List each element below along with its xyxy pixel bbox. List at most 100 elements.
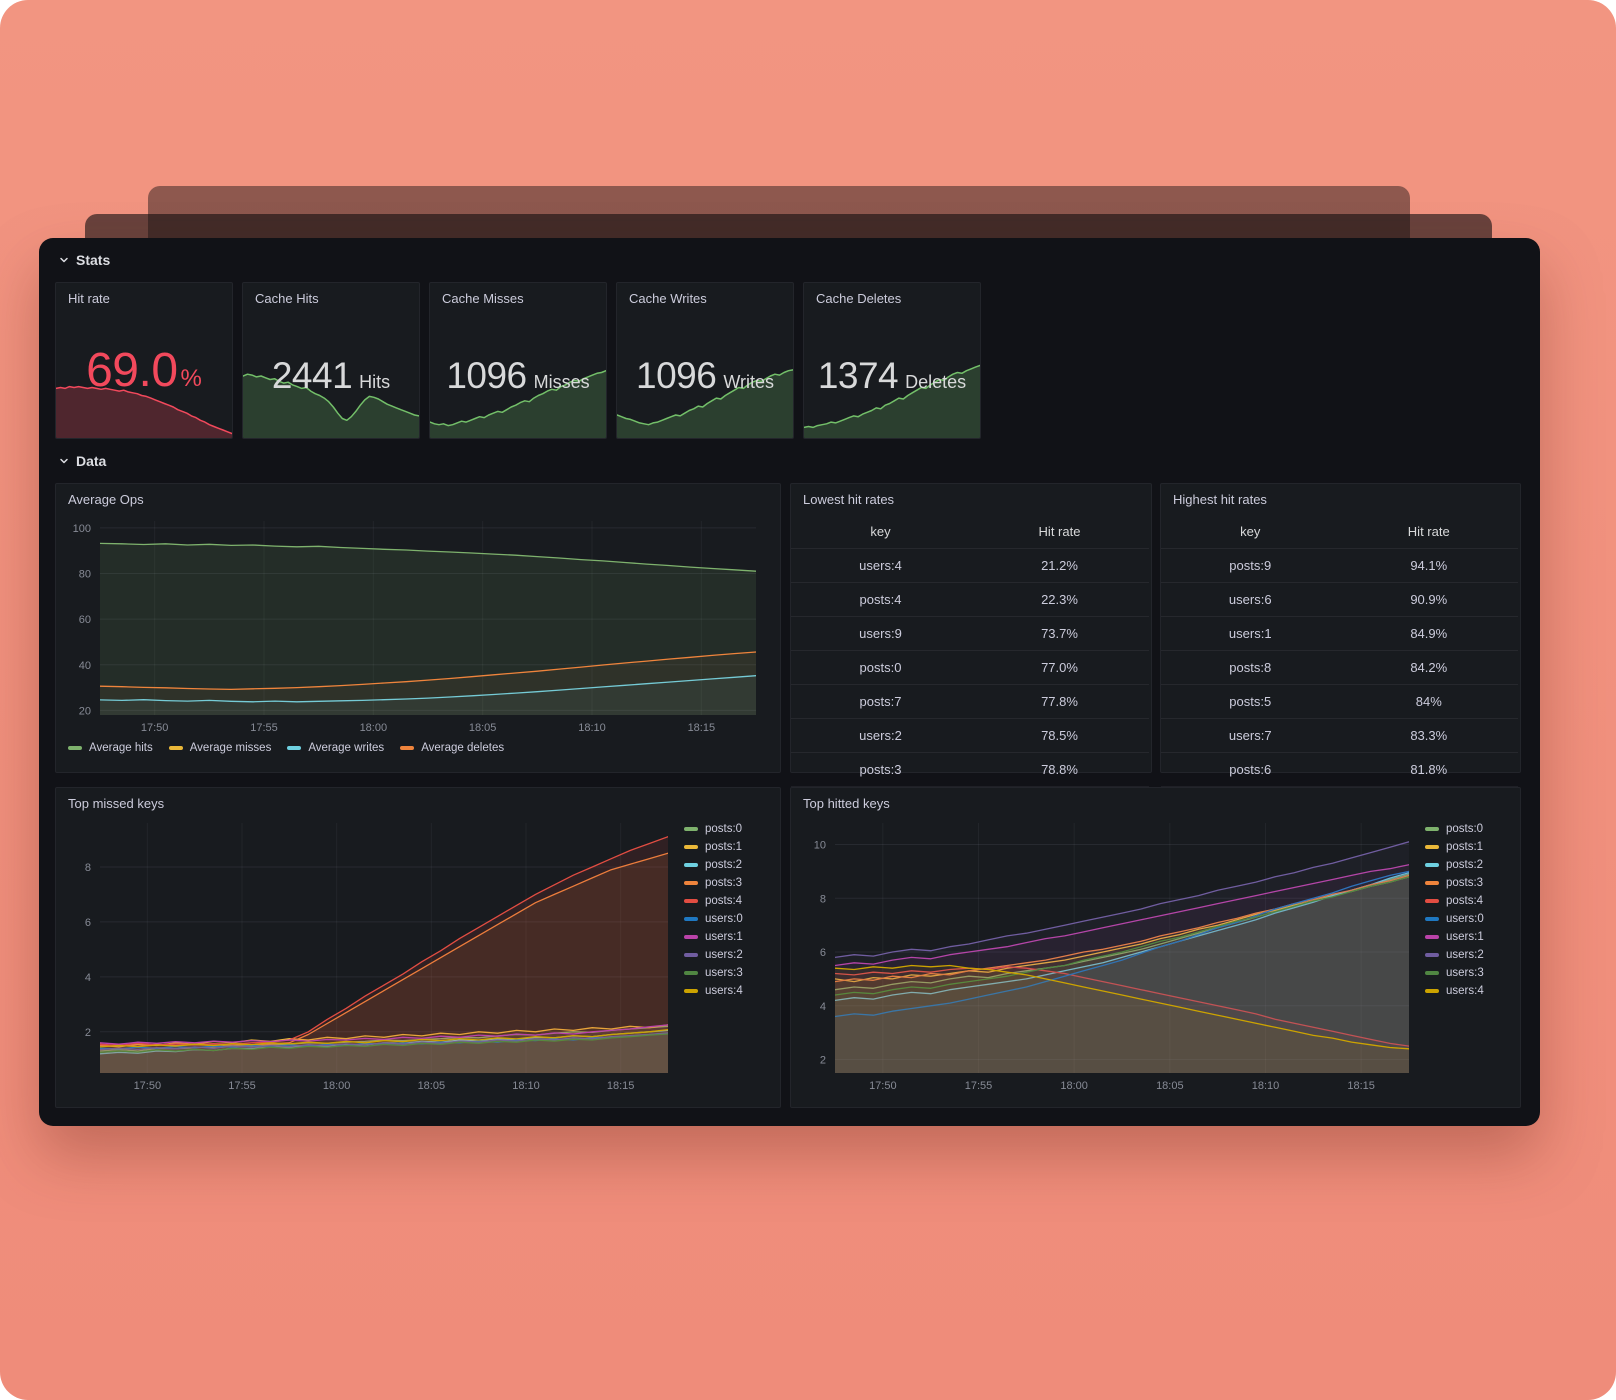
legend-item-posts-1[interactable]: posts:1 [1425,841,1509,853]
section-header-data[interactable]: Data [59,453,106,469]
legend-label: posts:2 [1446,859,1484,871]
legend-label: users:1 [1446,931,1484,943]
legend-item-posts-4[interactable]: posts:4 [684,895,768,907]
legend-item-users-2[interactable]: users:2 [1425,949,1509,961]
section-label: Stats [76,252,111,268]
svg-text:18:05: 18:05 [418,1080,446,1092]
table-row: users:9 73.7% [791,616,1149,651]
legend-item-users-1[interactable]: users:1 [1425,931,1509,943]
section-header-stats[interactable]: Stats [59,252,110,268]
legend-item-posts-2[interactable]: posts:2 [684,859,768,871]
legend-item-average-misses[interactable]: Average misses [168,742,272,754]
table-row: users:4 21.2% [791,548,1149,583]
legend-item-posts-1[interactable]: posts:1 [684,841,768,853]
column-header-key[interactable]: key [1161,515,1340,549]
legend-label: posts:0 [705,823,743,835]
legend-item-users-0[interactable]: users:0 [684,913,768,925]
svg-text:6: 6 [85,917,91,929]
svg-text:18:15: 18:15 [607,1080,635,1092]
svg-text:18:05: 18:05 [1156,1080,1184,1092]
legend-item-posts-4[interactable]: posts:4 [1425,895,1509,907]
panel-title[interactable]: Cache Misses [442,291,524,306]
panel-title[interactable]: Cache Writes [629,291,707,306]
panel-title[interactable]: Top hitted keys [803,796,890,811]
legend-item-users-2[interactable]: users:2 [684,949,768,961]
table-cell: users:4 [791,548,970,583]
column-header-key[interactable]: key [791,515,970,549]
panel-cache-misses: Cache Misses 1096 Misses [429,282,607,439]
column-header-hit-rate[interactable]: Hit rate [970,515,1149,549]
legend-item-posts-0[interactable]: posts:0 [684,823,768,835]
legend-item-users-4[interactable]: users:4 [684,985,768,997]
series-color-swatch [1425,971,1439,975]
panel-title[interactable]: Highest hit rates [1173,492,1267,507]
svg-text:18:10: 18:10 [512,1080,540,1092]
top-missed-keys-chart[interactable]: 2 4 6 8 17:50 17:55 18:00 18:05 18:10 18:15 [66,813,678,1095]
series-color-swatch [1425,863,1439,867]
panel-title[interactable]: Cache Hits [255,291,319,306]
legend-label: Average misses [189,742,272,754]
legend-item-users-3[interactable]: users:3 [684,967,768,979]
panel-title[interactable]: Cache Deletes [816,291,902,306]
svg-text:18:15: 18:15 [688,722,716,734]
series-color-swatch [68,746,82,750]
stat-unit: % [180,365,202,392]
legend-item-users-1[interactable]: users:1 [684,931,768,943]
legend-item-posts-3[interactable]: posts:3 [1425,877,1509,889]
legend-item-posts-2[interactable]: posts:2 [1425,859,1509,871]
panel-top-hitted-keys: Top hitted keys 2 4 6 8 10 17:50 17:55 18:00 18:… [790,787,1521,1108]
legend-item-users-3[interactable]: users:3 [1425,967,1509,979]
table-header-row: key Hit rate [1161,515,1518,549]
svg-text:8: 8 [820,893,826,905]
legend-label: Average hits [89,742,153,754]
legend-label: Average writes [308,742,385,754]
table-cell: 84% [1339,684,1518,719]
legend-label: posts:1 [705,841,743,853]
legend-item-users-0[interactable]: users:0 [1425,913,1509,925]
legend-item-average-writes[interactable]: Average writes [287,742,384,754]
series-color-swatch [1425,845,1439,849]
top-hitted-keys-chart[interactable]: 2 4 6 8 10 17:50 17:55 18:00 18:05 18:10 18:15 [801,813,1419,1095]
cache-hits-sparkline[interactable] [243,342,419,438]
legend-label: users:2 [705,949,743,961]
series-color-swatch [1425,935,1439,939]
panel-title[interactable]: Hit rate [68,291,110,306]
average-ops-chart[interactable]: 20 40 60 80 100 17:50 17:55 18:00 18:05 18:10 18:1… [66,511,766,737]
legend-item-posts-3[interactable]: posts:3 [684,877,768,889]
hit-rate-sparkline[interactable] [56,342,232,438]
stat-number: 1096 [446,355,527,396]
table-cell: posts:4 [791,582,970,617]
table-row: users:2 78.5% [791,718,1149,753]
svg-text:4: 4 [820,1001,826,1013]
svg-text:18:10: 18:10 [578,722,606,734]
cache-deletes-sparkline[interactable] [804,342,980,438]
svg-text:8: 8 [85,862,91,874]
top-hitted-keys-legend: posts:0 posts:1 posts:2 posts:3 posts:4 users… [1419,813,1509,1095]
table-row: posts:9 94.1% [1161,548,1518,583]
legend-item-posts-0[interactable]: posts:0 [1425,823,1509,835]
panel-title[interactable]: Average Ops [68,492,144,507]
legend-item-average-deletes[interactable]: Average deletes [400,742,504,754]
legend-label: users:0 [705,913,743,925]
stat-value: 1096 Misses [430,355,606,397]
stat-number: 1096 [636,355,717,396]
legend-item-average-hits[interactable]: Average hits [68,742,153,754]
svg-text:17:50: 17:50 [869,1080,897,1092]
legend-label: posts:1 [1446,841,1484,853]
panel-title[interactable]: Lowest hit rates [803,492,895,507]
cache-writes-sparkline[interactable] [617,342,793,438]
cache-misses-sparkline[interactable] [430,342,606,438]
series-color-swatch [684,935,698,939]
legend-label: Average deletes [421,742,505,754]
table-cell: 22.3% [970,582,1149,617]
table-row: posts:4 22.3% [791,582,1149,617]
table-cell: users:9 [791,616,970,651]
svg-text:18:05: 18:05 [469,722,497,734]
stat-value: 1096 Writes [617,355,793,397]
column-header-hit-rate[interactable]: Hit rate [1339,515,1518,549]
legend-item-users-4[interactable]: users:4 [1425,985,1509,997]
highest-hit-rates-table: key Hit rate posts:9 94.1% users:6 90.9% use… [1161,515,1518,787]
panel-title[interactable]: Top missed keys [68,796,165,811]
table-cell: posts:5 [1161,684,1340,719]
table-cell: posts:9 [1161,548,1340,583]
